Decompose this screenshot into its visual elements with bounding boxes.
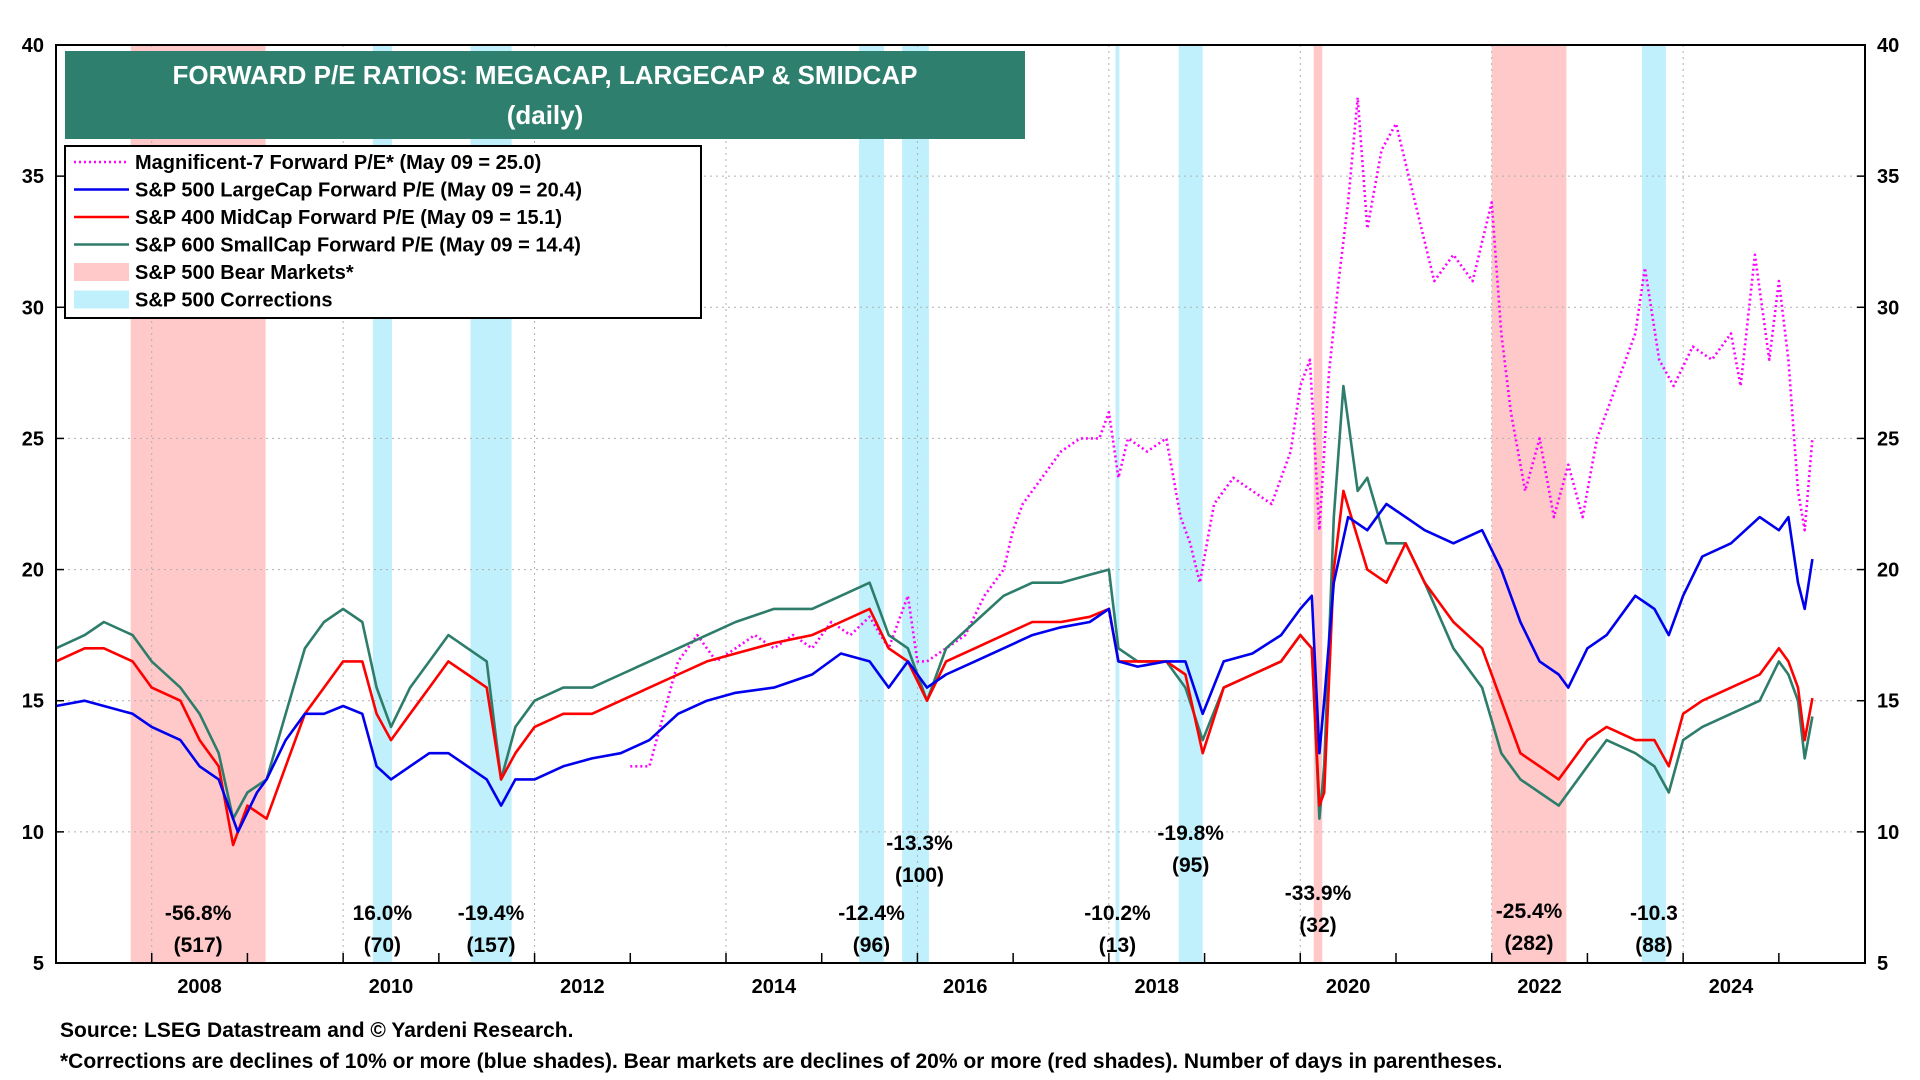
x-tick-label: 2012 <box>560 976 605 998</box>
correction-days-label: (96) <box>853 934 890 957</box>
x-tick-label: 2018 <box>1134 976 1179 998</box>
correction-pct-label: -13.3% <box>886 832 953 855</box>
legend-label: S&P 400 MidCap Forward P/E (May 09 = 15.… <box>135 207 562 229</box>
correction-pct-label: -19.4% <box>458 902 525 925</box>
x-tick-label: 2016 <box>943 976 988 998</box>
correction-pct-label: -10.3 <box>1630 902 1678 925</box>
correction-days-label: (157) <box>467 934 516 957</box>
correction-pct-label: -19.8% <box>1157 822 1224 845</box>
y-tick-label-left: 25 <box>22 428 44 450</box>
series-line-sp400 <box>55 489 1814 847</box>
legend: Magnificent-7 Forward P/E* (May 09 = 25.… <box>64 145 702 319</box>
legend-label: S&P 500 LargeCap Forward P/E (May 09 = 2… <box>135 180 582 202</box>
bear-market-pct-label: -56.8% <box>165 902 232 925</box>
x-tick-label: 2022 <box>1517 976 1562 998</box>
y-tick-label-left: 10 <box>22 822 44 844</box>
y-tick-label-right: 25 <box>1877 428 1899 450</box>
correction-shade <box>1641 45 1666 963</box>
bear-market-shade <box>1491 45 1567 963</box>
bear-market-days-label: (517) <box>174 934 223 957</box>
y-tick-label-right: 10 <box>1877 822 1899 844</box>
y-axis-right: 5 10 15 20 25 30 35 40 <box>1857 35 1899 975</box>
y-axis-left: 5 10 15 20 25 30 35 40 <box>22 35 64 975</box>
period-annotations: -56.8% (517) -33.9% (32) -25.4% (282) 16.0% (70… <box>165 822 1678 957</box>
legend-swatch <box>74 290 129 309</box>
y-tick-label-left: 30 <box>22 297 44 319</box>
correction-days-label: (13) <box>1099 934 1136 957</box>
y-tick-label-right: 35 <box>1877 166 1899 188</box>
x-tick-label: 2014 <box>752 976 797 998</box>
correction-pct-label: -10.2% <box>1084 902 1151 925</box>
correction-days-label: (70) <box>364 934 401 957</box>
legend-swatch <box>74 263 129 281</box>
y-tick-label-right: 15 <box>1877 691 1899 713</box>
x-tick-label: 2020 <box>1326 976 1371 998</box>
correction-days-label: (95) <box>1172 854 1209 877</box>
y-tick-label-left: 5 <box>33 953 44 975</box>
title-background <box>65 51 1025 139</box>
legend-label: Magnificent-7 Forward P/E* (May 09 = 25.… <box>135 152 541 174</box>
legend-label: S&P 600 SmallCap Forward P/E (May 09 = 1… <box>135 235 581 257</box>
footnote: *Corrections are declines of 10% or more… <box>60 1050 1503 1073</box>
bear-market-days-label: (32) <box>1299 914 1336 937</box>
legend-label: S&P 500 Bear Markets* <box>135 262 354 284</box>
y-tick-label-left: 40 <box>22 35 44 57</box>
series-line-sp600 <box>55 384 1814 821</box>
plot-frame <box>55 44 1866 964</box>
correction-shade <box>859 45 884 963</box>
correction-pct-label: 16.0% <box>353 902 413 925</box>
correction-shade <box>902 45 929 963</box>
y-tick-label-left: 15 <box>22 691 44 713</box>
legend-box <box>64 145 702 319</box>
x-tick-label: 2024 <box>1709 976 1754 998</box>
correction-days-label: (88) <box>1635 934 1672 957</box>
y-tick-label-left: 35 <box>22 166 44 188</box>
x-axis: 2008 2010 2012 2014 2016 2018 2020 2022 2024 <box>150 953 1780 998</box>
correction-pct-label: -12.4% <box>838 902 905 925</box>
y-tick-label-left: 20 <box>22 560 44 582</box>
bear-market-pct-label: -33.9% <box>1285 882 1352 905</box>
x-tick-label: 2010 <box>369 976 414 998</box>
bear-market-pct-label: -25.4% <box>1496 900 1563 923</box>
series-lines <box>55 96 1814 847</box>
correction-shade <box>1178 45 1203 963</box>
x-tick-label: 2008 <box>177 976 222 998</box>
series-line-sp500 <box>55 502 1814 834</box>
correction-shade <box>1115 45 1120 963</box>
y-tick-label-right: 5 <box>1877 953 1888 975</box>
y-tick-label-right: 30 <box>1877 297 1899 319</box>
y-tick-label-right: 40 <box>1877 35 1899 57</box>
title-box: FORWARD P/E RATIOS: MEGACAP, LARGECAP & … <box>65 51 1025 139</box>
chart-subtitle: (daily) <box>507 100 584 130</box>
legend-label: S&P 500 Corrections <box>135 290 333 312</box>
y-tick-label-right: 20 <box>1877 560 1899 582</box>
chart-title: FORWARD P/E RATIOS: MEGACAP, LARGECAP & … <box>173 60 918 90</box>
bear-market-days-label: (282) <box>1505 932 1554 955</box>
correction-days-label: (100) <box>895 864 944 887</box>
source-note: Source: LSEG Datastream and © Yardeni Re… <box>60 1019 573 1042</box>
